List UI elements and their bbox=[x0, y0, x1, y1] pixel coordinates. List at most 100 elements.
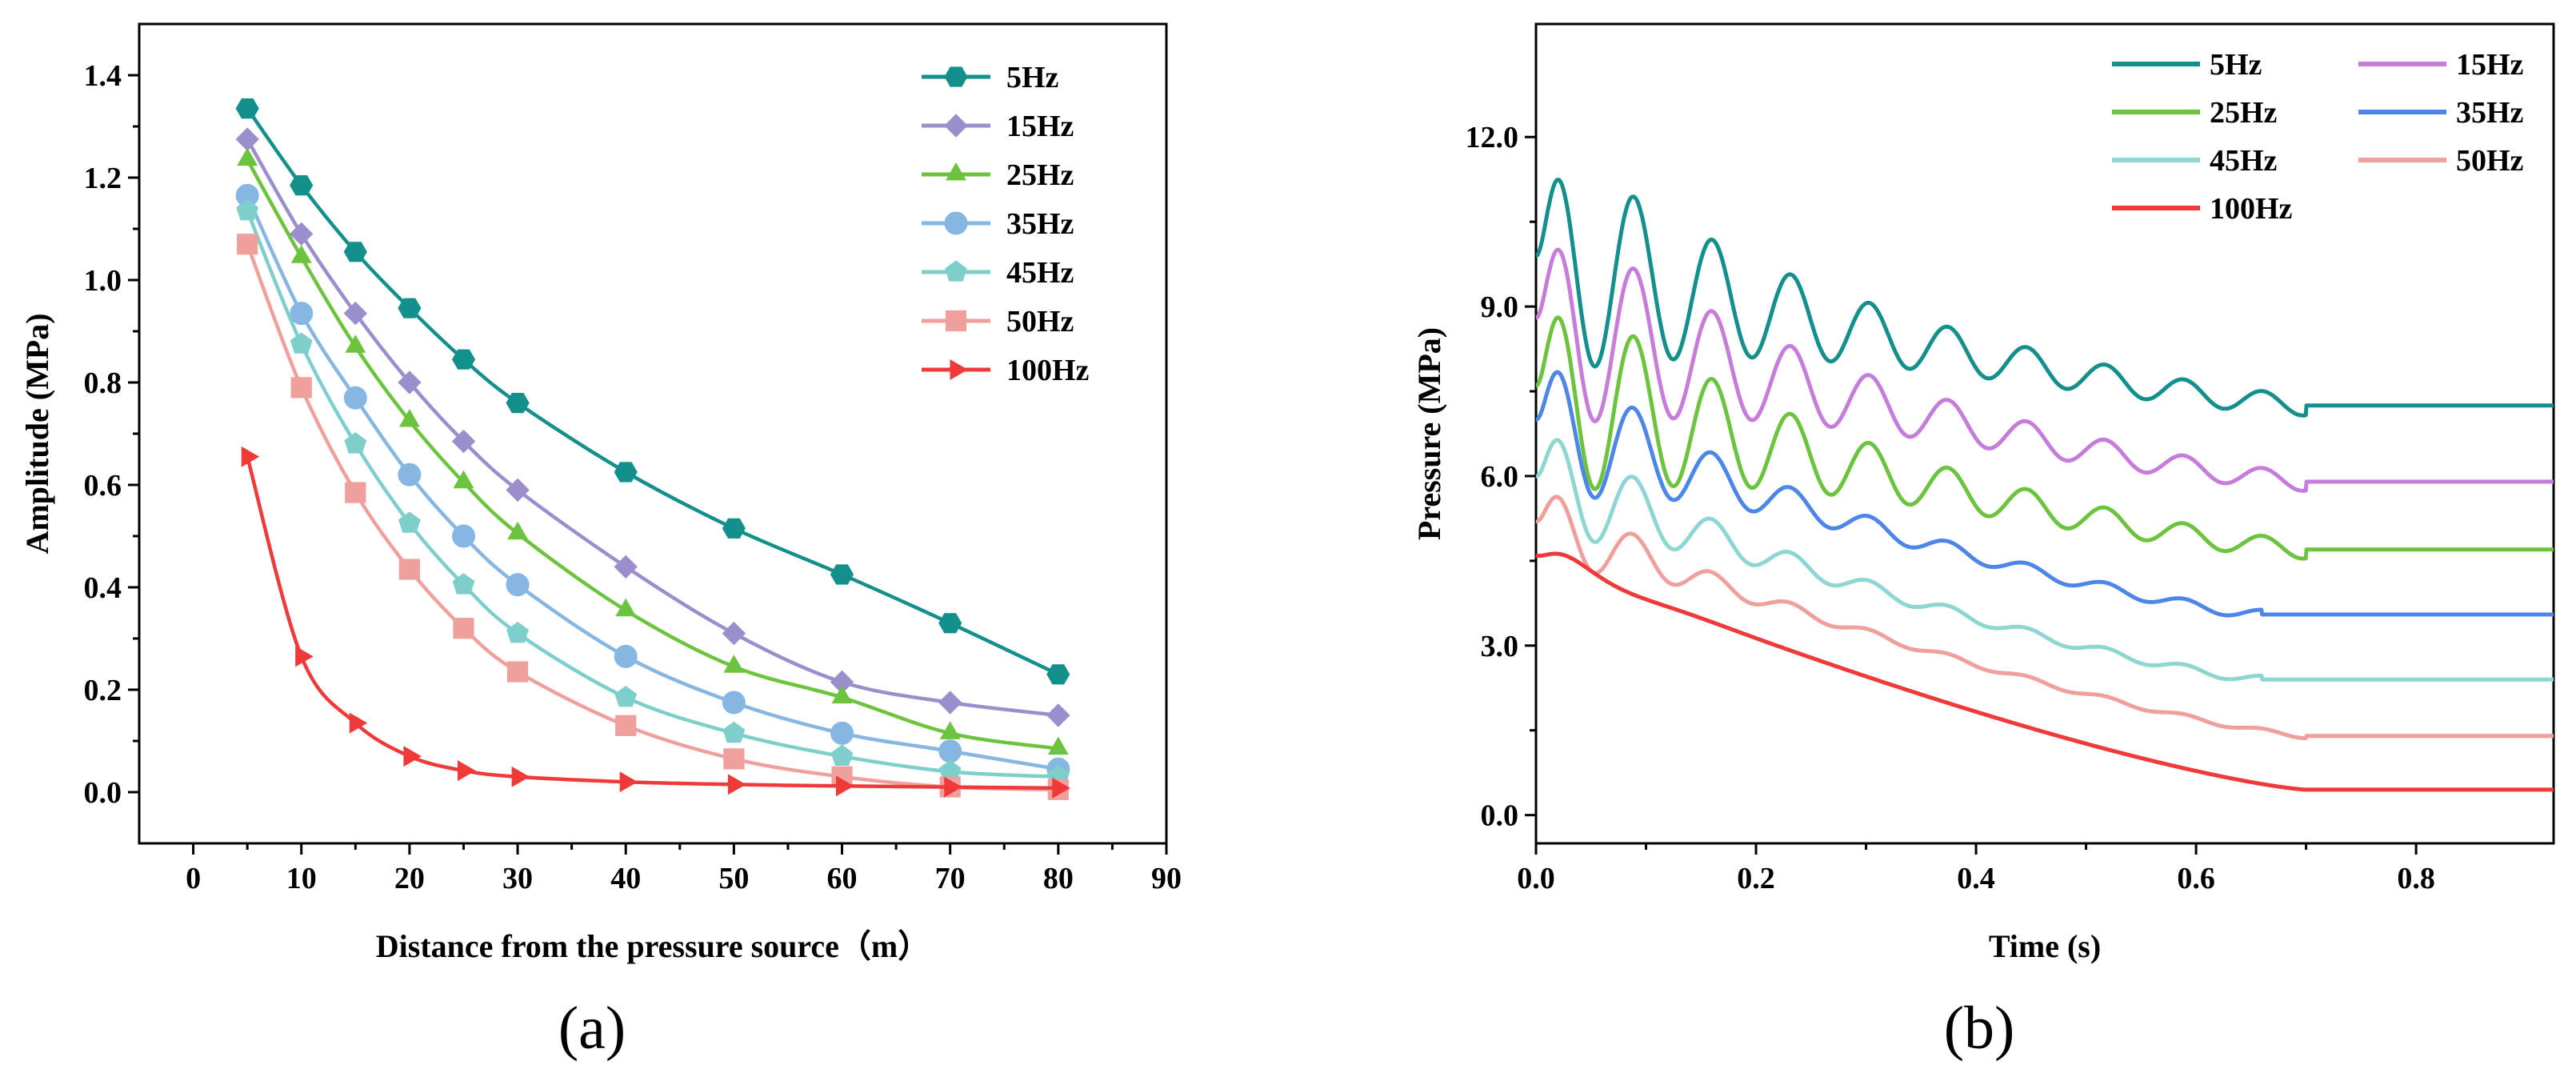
chart-a-25hz-point bbox=[453, 470, 474, 489]
chart-b-ylabel: Pressure (MPa) bbox=[1411, 327, 1447, 540]
chart-a-25hz-point bbox=[345, 334, 366, 353]
chart-a-100hz-point bbox=[727, 774, 746, 795]
chart-a-15hz-series bbox=[235, 127, 1070, 727]
chart-a-35hz-point bbox=[398, 462, 422, 486]
chart-a-15hz-point bbox=[722, 621, 746, 646]
chart-a-25hz-line bbox=[246, 158, 1059, 751]
chart-a-legend-45hz: 45Hz bbox=[922, 256, 1074, 290]
chart-a-ytick-label: 0.8 bbox=[84, 366, 122, 400]
chart-b-50hz-line bbox=[1534, 494, 2555, 740]
chart-b-panel-label: (b) bbox=[1944, 995, 2015, 1062]
chart-a-100hz-point bbox=[349, 712, 368, 734]
chart-b-legend-35hz-label: 35Hz bbox=[2456, 96, 2524, 130]
chart-b-series bbox=[1534, 178, 2555, 792]
chart-a-15hz-point bbox=[938, 691, 962, 715]
chart-a-plot-frame bbox=[138, 22, 1168, 845]
chart-a-25hz-point bbox=[507, 521, 529, 540]
chart-a-ytick-label: 0.6 bbox=[84, 469, 122, 502]
chart-a-legend-15hz-marker bbox=[944, 114, 968, 138]
chart-a-45hz-point bbox=[290, 332, 313, 354]
chart-a-xtick-label: 40 bbox=[610, 862, 641, 895]
chart-a-45hz-series bbox=[236, 198, 1070, 787]
chart-a-xtick-label: 10 bbox=[286, 862, 317, 895]
chart-a-legend-45hz-label: 45Hz bbox=[1006, 256, 1074, 290]
chart-a-25hz-series bbox=[237, 147, 1069, 755]
chart-b-xtick-label: 0.0 bbox=[1517, 862, 1555, 895]
chart-a-15hz-point bbox=[398, 370, 422, 394]
chart-a-5hz-line bbox=[246, 107, 1059, 676]
chart-a-5hz-point bbox=[451, 349, 476, 370]
chart-a-legend-5hz-marker bbox=[944, 66, 968, 87]
chart-b-legend-35hz: 35Hz bbox=[2358, 96, 2524, 130]
chart-b-xtick-label: 0.2 bbox=[1737, 862, 1775, 895]
chart-a-ytick-label: 0.0 bbox=[84, 776, 122, 810]
chart-a-legend-15hz: 15Hz bbox=[922, 110, 1074, 143]
chart-a-legend-100hz-label: 100Hz bbox=[1006, 354, 1090, 387]
chart-a-45hz-line bbox=[246, 210, 1058, 779]
chart-a-50hz-point bbox=[237, 234, 258, 255]
chart-a-xlabel: Distance from the pressure source（m） bbox=[376, 928, 930, 964]
chart-a-5hz-point bbox=[1046, 664, 1070, 685]
chart-a-25hz-point bbox=[939, 721, 961, 739]
chart-a-legend-100hz-marker bbox=[950, 359, 969, 380]
chart-a-50hz-series bbox=[237, 234, 1069, 800]
chart-a-15hz-point bbox=[1046, 703, 1070, 727]
chart-a-45hz-point bbox=[614, 685, 638, 707]
chart-a-ytick-label: 1.4 bbox=[84, 59, 122, 93]
chart-a-xtick-label: 90 bbox=[1151, 862, 1182, 895]
chart-a-50hz-point bbox=[398, 559, 420, 580]
chart-b-plot-frame bbox=[1534, 22, 2555, 845]
chart-a-50hz-point bbox=[506, 661, 529, 683]
chart-b: 0.0 3.0 6.0 9.0 12.0 0.0 0.2 0.4 0.6 0.8 5Hz 15Hz 2… bbox=[1411, 22, 2555, 1062]
chart-a-panel-label: (a) bbox=[558, 995, 626, 1062]
chart-a-5hz-point bbox=[830, 564, 854, 585]
chart-a-35hz-point bbox=[506, 573, 530, 597]
chart-a-35hz-point bbox=[938, 739, 962, 763]
chart-a-5hz-point bbox=[614, 462, 638, 482]
chart-a-45hz-point bbox=[722, 721, 746, 743]
chart-a-legend: 5Hz 15Hz 25Hz 35Hz 45Hz 50Hz 100Hz bbox=[922, 61, 1090, 387]
chart-a-45hz-point bbox=[506, 621, 529, 643]
chart-a-5hz-point bbox=[722, 518, 746, 538]
chart-a-legend-35hz: 35Hz bbox=[922, 207, 1074, 241]
chart-a-legend-100hz: 100Hz bbox=[922, 354, 1090, 387]
chart-a-45hz-point bbox=[452, 573, 475, 595]
chart-a-45hz-point bbox=[236, 198, 259, 221]
chart-a-100hz-series bbox=[241, 446, 1070, 799]
chart-b-45hz-line bbox=[1534, 438, 2555, 682]
chart-a-35hz-point bbox=[343, 386, 367, 410]
chart-a-25hz-point bbox=[723, 655, 745, 673]
chart-a-legend-50hz: 50Hz bbox=[922, 305, 1074, 338]
chart-a-legend-5hz-label: 5Hz bbox=[1006, 61, 1059, 94]
chart-b-legend-25hz-label: 25Hz bbox=[2210, 96, 2278, 130]
chart-a-xtick-label: 30 bbox=[502, 862, 533, 895]
chart-a-100hz-point bbox=[944, 776, 962, 798]
chart-b-legend-45hz: 45Hz bbox=[2112, 144, 2278, 178]
chart-a-legend-5hz: 5Hz bbox=[922, 61, 1059, 94]
chart-a-legend-35hz-label: 35Hz bbox=[1006, 207, 1074, 241]
chart-a-25hz-point bbox=[290, 245, 312, 263]
chart-b-legend-15hz: 15Hz bbox=[2358, 48, 2524, 82]
chart-b-ytick-label: 6.0 bbox=[1481, 460, 1519, 494]
chart-a-xtick-label: 80 bbox=[1043, 862, 1074, 895]
chart-a-35hz-point bbox=[830, 721, 854, 745]
chart-b-axes: 0.0 3.0 6.0 9.0 12.0 0.0 0.2 0.4 0.6 0.8 bbox=[1466, 121, 2435, 895]
chart-b-xtick-label: 0.8 bbox=[2397, 862, 2435, 895]
chart-a-25hz-point bbox=[615, 598, 637, 617]
chart-a-legend-15hz-label: 15Hz bbox=[1006, 110, 1074, 143]
chart-a-xtick-label: 60 bbox=[827, 862, 858, 895]
chart-a-series bbox=[235, 98, 1070, 800]
chart-b-ytick-label: 3.0 bbox=[1481, 630, 1519, 663]
chart-a-100hz-point bbox=[458, 760, 476, 782]
chart-a-5hz-point bbox=[506, 393, 530, 414]
chart-a-25hz-point bbox=[237, 147, 258, 166]
chart-a-legend-25hz: 25Hz bbox=[922, 158, 1074, 192]
chart-a-ytick-label: 1.0 bbox=[84, 264, 122, 298]
chart-a-50hz-point bbox=[723, 748, 745, 770]
chart-b-xtick-label: 0.6 bbox=[2177, 862, 2215, 895]
chart-a-50hz-point bbox=[615, 715, 637, 736]
chart-a-axes: 0.0 0.2 0.4 0.6 0.8 1.0 1.2 1.4 0 10 20 30 40 50 60 70 8… bbox=[84, 59, 1182, 895]
chart-b-25hz-line bbox=[1534, 315, 2555, 561]
chart-a-50hz-point bbox=[290, 377, 312, 398]
